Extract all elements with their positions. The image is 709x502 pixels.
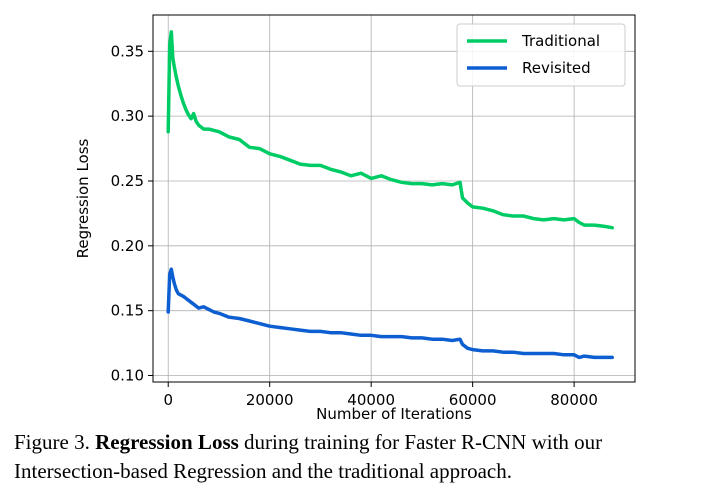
caption-rest: during training for Faster R-CNN with ou… [14, 430, 603, 483]
y-tick-label: 0.35 [111, 42, 144, 60]
x-tick-label: 60000 [449, 391, 497, 409]
y-tick-label: 0.30 [111, 107, 144, 125]
axis-ticks: 0 20000 40000 60000 80000 0.10 0.15 0.20 0.25 0.3… [111, 42, 598, 409]
series-line-traditional [166, 30, 614, 230]
y-tick-label: 0.20 [111, 237, 144, 255]
y-axis-label: Regression Loss [74, 138, 92, 258]
x-tick-label: 80000 [550, 391, 598, 409]
legend: Traditional Revisited [456, 23, 626, 87]
series-layer [166, 30, 614, 360]
legend-label-traditional: Traditional [521, 32, 600, 50]
y-tick-label: 0.25 [111, 172, 144, 190]
figure-caption: Figure 3. Regression Loss during trainin… [14, 428, 704, 486]
caption-prefix: Figure 3. [14, 430, 96, 454]
plot-frame [152, 14, 636, 383]
y-tick-label: 0.10 [111, 367, 144, 385]
caption-bold: Regression Loss [95, 430, 239, 454]
x-tick-label: 20000 [246, 391, 294, 409]
line-chart: 0 20000 40000 60000 80000 0.10 0.15 0.20 0.25 0.3… [74, 14, 636, 423]
x-tick-label: 0 [163, 391, 173, 409]
x-tick-label: 40000 [347, 391, 395, 409]
series-line-revisited [166, 267, 614, 360]
y-tick-label: 0.15 [111, 302, 144, 320]
x-axis-label: Number of Iterations [316, 405, 472, 423]
legend-label-revisited: Revisited [522, 59, 591, 77]
